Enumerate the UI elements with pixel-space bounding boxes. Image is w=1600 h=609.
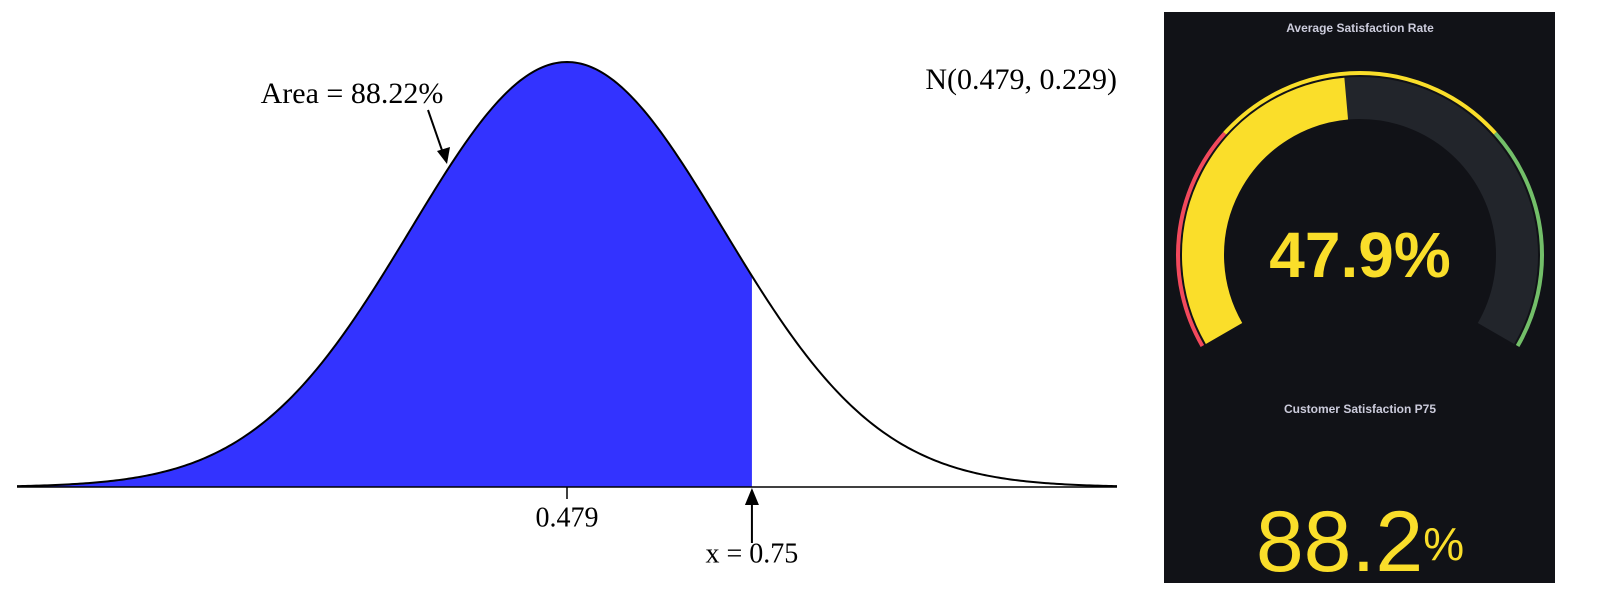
value-number: 47.9 xyxy=(1269,219,1394,291)
annotation-arrow xyxy=(427,109,445,157)
x-tick-label: 0.479 xyxy=(536,502,599,533)
threshold-band xyxy=(1223,71,1497,135)
stat-value: 88.2% xyxy=(1256,494,1464,590)
panel-title: Customer Satisfaction P75 xyxy=(1284,402,1436,416)
normal-plot: N(0.479, 0.229) Area = 88.22% xyxy=(261,63,1117,164)
shaded-area xyxy=(17,62,752,487)
distribution-label: N(0.479, 0.229) xyxy=(925,63,1117,96)
arrow-head xyxy=(437,147,450,164)
gauge-value: 47.9% xyxy=(1269,219,1450,291)
panel-title: Average Satisfaction Rate xyxy=(1286,21,1434,35)
value-unit: % xyxy=(1423,518,1464,570)
threshold-band xyxy=(1176,131,1227,347)
value-number: 88.2 xyxy=(1256,494,1423,590)
area-label: Area = 88.22% xyxy=(261,77,444,110)
density-curve xyxy=(16,60,1118,488)
marker-arrow-head xyxy=(744,488,759,505)
value-unit: % xyxy=(1394,219,1451,291)
threshold-band xyxy=(1493,131,1544,347)
marker-label: x = 0.75 xyxy=(706,538,799,569)
gauge-fill xyxy=(1182,77,1349,344)
